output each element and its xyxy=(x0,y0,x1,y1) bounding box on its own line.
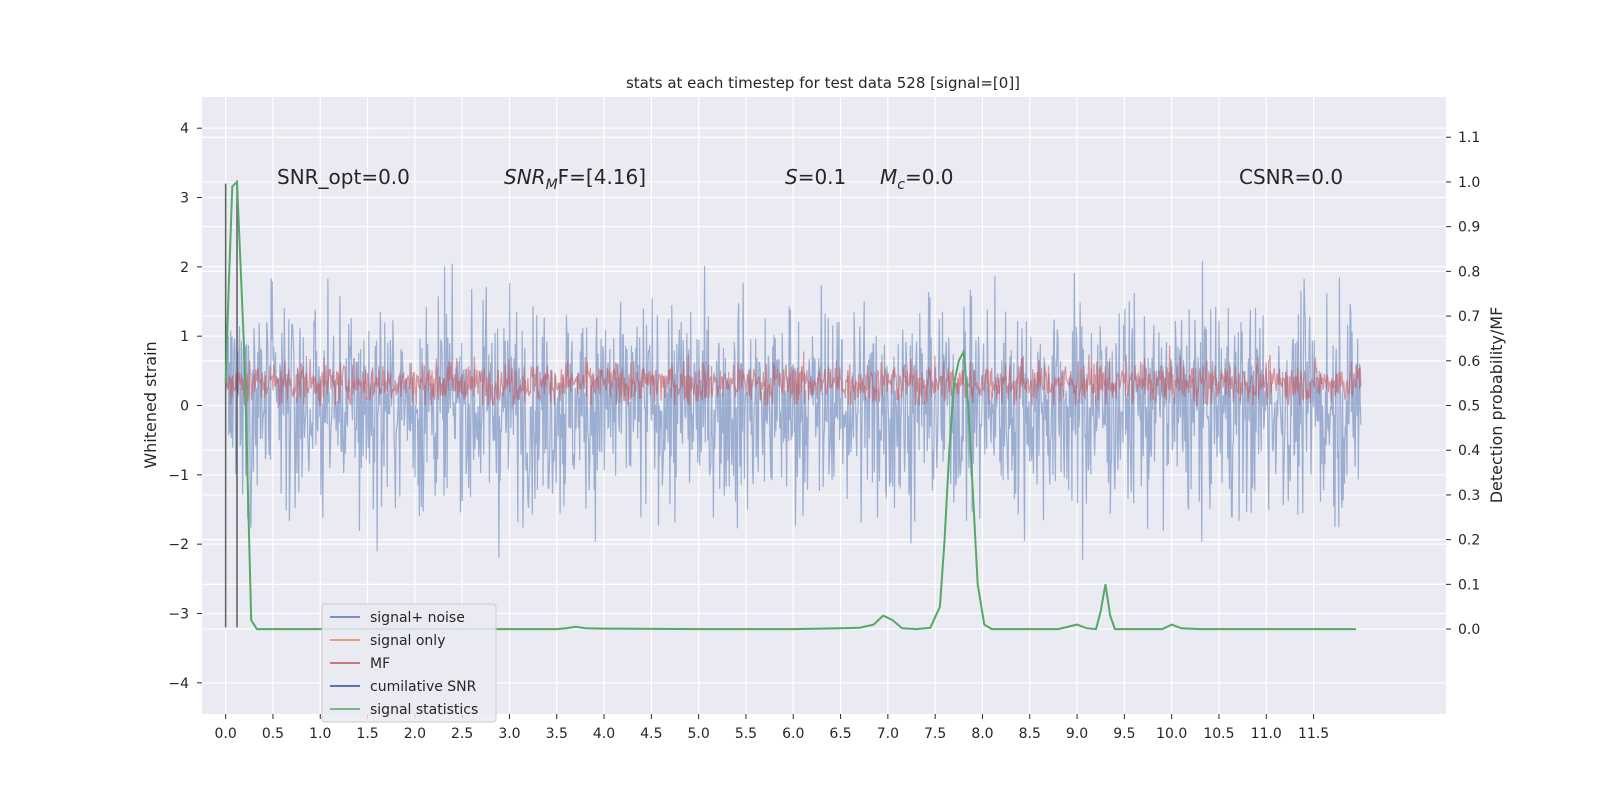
x-tick-label: 1.5 xyxy=(356,726,378,742)
x-axis-ticks: 0.0 0.5 1.0 1.5 2.0 2.5 3.0 3.5 4.0 4.5 5.0 5.5 6.0 6… xyxy=(215,714,1329,742)
x-tick-label: 5.0 xyxy=(688,726,710,742)
s-var: S xyxy=(785,165,798,189)
annotation-s: S=0.1 xyxy=(785,165,846,189)
annotation-snr-mf: SNRMF=[4.16] xyxy=(504,165,646,193)
mc-rest: =0.0 xyxy=(905,165,954,189)
annotation-snr-opt: SNR_opt=0.0 xyxy=(277,165,410,189)
x-tick-label: 11.5 xyxy=(1298,726,1329,742)
right-axis-label: Detection probability/MF xyxy=(1487,307,1506,504)
right-tick-label: 0.1 xyxy=(1458,577,1480,593)
x-tick-label: 3.5 xyxy=(546,726,568,742)
right-tick-label: 0.5 xyxy=(1458,399,1480,415)
legend: signal+ noise signal only MF cumilative SNR… xyxy=(321,603,497,723)
x-tick-label: 8.0 xyxy=(971,726,993,742)
left-axis-ticks: 4 3 2 1 0 −1 −2 −3 −4 xyxy=(168,121,202,692)
left-tick-label: −3 xyxy=(168,606,189,622)
snr-mf-rest: F=[4.16] xyxy=(558,165,646,189)
x-tick-label: 3.0 xyxy=(498,726,520,742)
marker-lines xyxy=(224,183,238,628)
right-tick-label: 0.9 xyxy=(1458,220,1480,236)
snr-mf-var: SNR xyxy=(504,165,546,189)
legend-label: signal+ noise xyxy=(370,610,465,626)
legend-label: signal only xyxy=(370,633,445,649)
right-tick-label: 0.6 xyxy=(1458,354,1480,370)
right-tick-label: 0.0 xyxy=(1458,622,1480,638)
x-tick-label: 2.5 xyxy=(451,726,473,742)
x-tick-label: 1.0 xyxy=(309,726,331,742)
x-tick-label: 9.0 xyxy=(1066,726,1088,742)
left-tick-label: −4 xyxy=(168,676,189,692)
annotation-csnr: CSNR=0.0 xyxy=(1239,165,1343,189)
annotation-mc: Mc=0.0 xyxy=(880,165,954,193)
x-tick-label: 0.5 xyxy=(262,726,284,742)
x-tick-label: 7.5 xyxy=(924,726,946,742)
x-tick-label: 0.0 xyxy=(215,726,237,742)
x-tick-label: 4.5 xyxy=(640,726,662,742)
legend-label: signal statistics xyxy=(370,702,478,718)
x-tick-label: 8.5 xyxy=(1019,726,1041,742)
left-tick-label: 0 xyxy=(180,399,189,415)
right-tick-label: 0.2 xyxy=(1458,533,1480,549)
chart-title: stats at each timestep for test data 528… xyxy=(626,74,1020,92)
x-tick-label: 9.5 xyxy=(1113,726,1135,742)
left-tick-label: 4 xyxy=(180,121,189,137)
x-tick-label: 6.5 xyxy=(829,726,851,742)
left-gridlines xyxy=(202,127,1446,684)
x-tick-label: 2.0 xyxy=(404,726,426,742)
x-tick-label: 7.0 xyxy=(877,726,899,742)
legend-label: MF xyxy=(370,656,390,672)
left-tick-label: 1 xyxy=(180,329,189,345)
snr-mf-sub: M xyxy=(546,177,558,193)
x-tick-label: 10.5 xyxy=(1203,726,1234,742)
annotations: SNR_opt=0.0 SNRMF=[4.16] S=0.1 Mc=0.0 CS… xyxy=(277,165,1343,193)
left-tick-label: 2 xyxy=(180,260,189,276)
left-tick-label: 3 xyxy=(180,191,189,207)
mf-line xyxy=(225,345,1362,407)
x-tick-label: 6.0 xyxy=(782,726,804,742)
right-tick-label: 1.0 xyxy=(1458,175,1480,191)
mc-sub: c xyxy=(897,177,905,193)
right-tick-label: 0.4 xyxy=(1458,443,1480,459)
legend-box xyxy=(321,603,497,723)
mf-series xyxy=(225,345,1362,407)
x-tick-label: 11.0 xyxy=(1251,726,1282,742)
right-tick-label: 0.7 xyxy=(1458,309,1480,325)
s-rest: =0.1 xyxy=(798,165,847,189)
left-tick-label: −2 xyxy=(168,537,189,553)
left-tick-label: −1 xyxy=(168,468,189,484)
x-tick-label: 10.0 xyxy=(1156,726,1187,742)
right-axis-ticks: 1.1 1.0 0.9 0.8 0.7 0.6 0.5 0.4 0.3 0.2 0.1 0.0 xyxy=(1446,130,1480,638)
left-axis-label: Whitened strain xyxy=(141,341,160,468)
right-tick-label: 0.3 xyxy=(1458,488,1480,504)
x-tick-label: 4.0 xyxy=(593,726,615,742)
x-tick-label: 5.5 xyxy=(735,726,757,742)
right-tick-label: 0.8 xyxy=(1458,264,1480,280)
mc-var: M xyxy=(880,165,897,189)
legend-label: cumilative SNR xyxy=(370,679,477,695)
right-tick-label: 1.1 xyxy=(1458,130,1480,146)
